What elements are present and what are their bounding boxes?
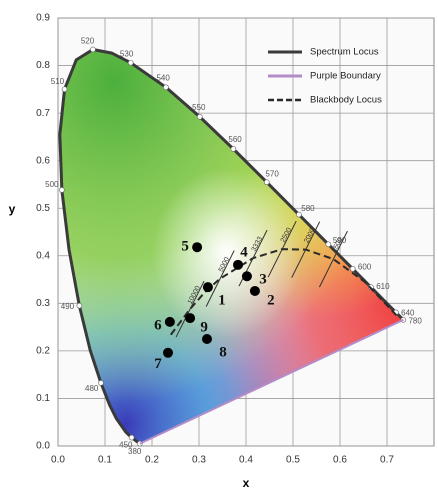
locus-dot xyxy=(230,146,237,152)
y-tick-label: 0.5 xyxy=(36,203,50,214)
legend-label: Spectrum Locus xyxy=(310,47,379,58)
point-label: 9 xyxy=(200,320,208,336)
locus-dot xyxy=(163,84,169,91)
isotemp-line xyxy=(318,230,348,288)
data-point xyxy=(185,313,196,324)
y-tick-label: 0.1 xyxy=(36,393,50,404)
data-point xyxy=(202,282,213,293)
y-tick-label: 0.9 xyxy=(36,13,50,24)
x-axis-label: x xyxy=(243,476,250,490)
y-axis-label: y xyxy=(9,202,16,216)
isotemp-line xyxy=(205,250,235,307)
wavelength-label: 520 xyxy=(81,37,95,46)
wavelength-label: 500 xyxy=(45,180,59,189)
wavelength-label: 490 xyxy=(61,302,75,311)
y-tick-label: 0.7 xyxy=(36,108,50,119)
wavelength-label: 550 xyxy=(192,103,206,112)
point-label: 5 xyxy=(181,239,189,255)
wavelength-label: 540 xyxy=(156,74,170,83)
point-label: 1 xyxy=(218,293,226,309)
data-point xyxy=(192,242,203,253)
x-tick-label: 0.3 xyxy=(192,455,206,466)
data-point xyxy=(241,271,252,282)
data-point xyxy=(162,347,173,358)
wavelength-label: 560 xyxy=(228,135,242,144)
x-tick-label: 0.6 xyxy=(333,455,347,466)
wavelength-label: 780 xyxy=(408,316,422,325)
point-label: 4 xyxy=(240,244,248,260)
x-tick-label: 0.7 xyxy=(380,455,394,466)
wavelength-label: 640 xyxy=(401,309,415,318)
y-tick-label: 0.3 xyxy=(36,298,50,309)
locus-dot xyxy=(128,434,135,441)
locus-dot xyxy=(61,86,68,93)
legend-label: Blackbody Locus xyxy=(310,95,382,106)
isotemp-line xyxy=(175,280,205,338)
point-label: 2 xyxy=(267,292,275,308)
locus-dot xyxy=(349,266,356,272)
wavelength-label: 480 xyxy=(85,384,99,393)
wavelength-label: 570 xyxy=(265,169,279,178)
y-tick-label: 0.0 xyxy=(36,441,50,452)
data-point xyxy=(249,285,260,296)
wavelength-label: 590 xyxy=(333,236,347,245)
y-tick-label: 0.8 xyxy=(36,60,50,71)
wavelength-label: 450 xyxy=(119,441,133,450)
locus-dot xyxy=(196,113,203,120)
data-point xyxy=(233,259,244,270)
wavelength-label: 510 xyxy=(51,77,65,86)
wavelength-label: 600 xyxy=(358,263,372,272)
locus-dot xyxy=(76,302,83,309)
wavelength-label: 380 xyxy=(128,447,142,456)
data-point xyxy=(201,334,212,344)
wavelength-label: 610 xyxy=(376,282,390,291)
wavelength-label: 530 xyxy=(120,49,134,58)
point-label: 6 xyxy=(154,317,162,333)
locus-dot xyxy=(296,211,302,218)
locus-dot xyxy=(90,46,96,53)
y-tick-label: 0.6 xyxy=(36,155,50,166)
y-tick-label: 0.4 xyxy=(36,250,50,261)
legend: Spectrum Locus Purple Boundary Blackbody L… xyxy=(268,47,382,106)
data-point xyxy=(164,316,175,327)
wavelength-label: 580 xyxy=(301,204,315,213)
isotemp-line xyxy=(291,221,321,278)
series-line xyxy=(139,318,404,445)
y-tick-label: 0.2 xyxy=(36,346,50,357)
point-label: 7 xyxy=(154,356,162,372)
locus-dot xyxy=(59,187,65,193)
legend-label: Purple Boundary xyxy=(310,71,381,82)
point-label: 8 xyxy=(219,344,227,360)
point-label: 3 xyxy=(259,272,267,288)
locus-dot xyxy=(98,380,104,386)
x-tick-label: 0.5 xyxy=(286,455,300,466)
isotemp-line xyxy=(267,220,297,278)
locus-dot xyxy=(263,179,270,186)
x-tick-label: 0.4 xyxy=(239,455,253,466)
x-tick-label: 0.1 xyxy=(98,455,112,466)
x-tick-label: 0.2 xyxy=(145,455,159,466)
locus-dot xyxy=(127,59,134,66)
locus-dot xyxy=(325,241,332,248)
x-tick-label: 0.0 xyxy=(51,455,65,466)
